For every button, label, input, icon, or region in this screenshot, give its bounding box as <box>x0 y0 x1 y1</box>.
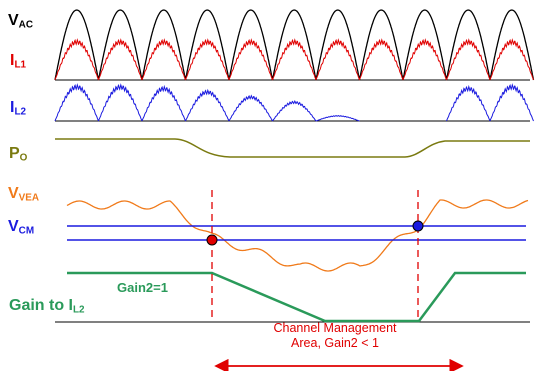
il1-waveform <box>54 38 534 81</box>
gain-to-label: Gain to IL2 <box>9 298 85 315</box>
channel-management-text: Channel Management Area, Gain2 < 1 <box>250 321 420 351</box>
il1-label-main: I <box>10 52 15 69</box>
gain-waveform <box>67 271 526 323</box>
crossing-point-right <box>412 220 424 232</box>
il2-label: IL2 <box>10 100 26 117</box>
vcm-label-sub: CM <box>18 225 35 237</box>
area-line-2: Area, Gain2 < 1 <box>291 336 379 350</box>
gain-to-label-main: Gain to I <box>9 297 73 314</box>
il1-label-sub: L1 <box>14 59 27 71</box>
il2-label-sub: L2 <box>14 106 27 118</box>
gain-to-label-sub: L2 <box>73 304 85 316</box>
vvea-label-sub: VEA <box>18 192 40 204</box>
po-label-sub: O <box>19 152 28 164</box>
vac-label-main: V <box>8 12 19 29</box>
po-label-main: P <box>9 145 20 162</box>
vac-label: VAC <box>8 13 33 30</box>
gain2-note: Gain2=1 <box>117 280 168 295</box>
il1-label: IL1 <box>10 53 26 70</box>
po-label: PO <box>9 146 27 163</box>
vcm-label-main: V <box>8 218 19 235</box>
po-waveform <box>55 138 530 158</box>
il2-label-main: I <box>10 99 15 116</box>
crossing-point-left <box>206 234 218 246</box>
vcm-label: VCM <box>8 219 34 236</box>
vvea-waveform <box>66 199 529 272</box>
area-line-1: Channel Management <box>273 321 397 335</box>
il2-waveform <box>54 83 534 122</box>
vac-waveform <box>54 9 535 81</box>
vac-label-sub: AC <box>18 19 33 31</box>
vvea-label: VVEA <box>8 186 39 203</box>
vvea-label-main: V <box>8 185 19 202</box>
